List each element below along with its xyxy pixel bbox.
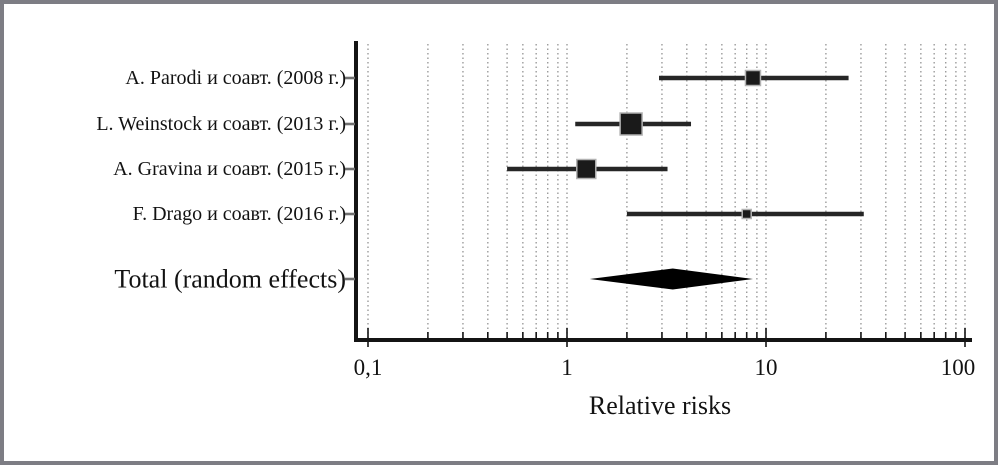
total-diamond [589,268,753,290]
total-label: Total (random effects) [114,265,346,294]
study-label: A. Gravina и соавт. (2015 г.) [113,158,346,180]
x-tick-label: 1 [561,355,573,380]
x-tick-label: 100 [941,355,976,380]
study-label: F. Drago и соавт. (2016 г.) [133,203,346,225]
effect-size-square [741,208,752,220]
x-tick-label: 0,1 [354,355,383,380]
x-tick-label: 10 [755,355,778,380]
effect-size-square [576,158,597,180]
forest-plot-svg: A. Parodi и соавт. (2008 г.) L. Weinstock… [96,41,976,420]
x-axis-title: Relative risks [589,391,731,420]
study-label: L. Weinstock и соавт. (2013 г.) [96,113,346,135]
study-label: A. Parodi и соавт. (2008 г.) [125,67,346,89]
effect-size-square [619,112,643,136]
effect-size-square [744,69,762,87]
